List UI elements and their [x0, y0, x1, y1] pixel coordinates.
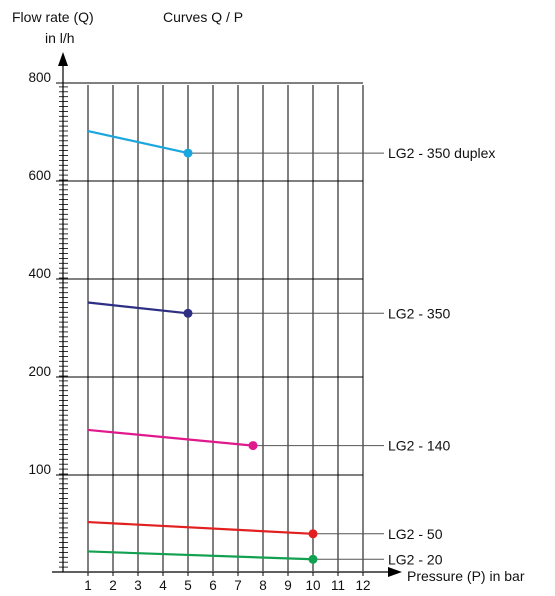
x-tick-label: 6 — [209, 578, 217, 593]
series-line — [87, 550, 314, 561]
x-tick-label: 12 — [355, 578, 370, 593]
x-tick-label: 7 — [234, 578, 242, 593]
x-tick-label: 9 — [284, 578, 292, 593]
series-label: LG2 - 20 — [388, 551, 443, 567]
y-tick-label: 600 — [28, 168, 51, 183]
y-tick-label: 800 — [28, 70, 51, 85]
series-line — [87, 428, 254, 447]
series-line — [87, 129, 189, 155]
labels: Flow rate (Q) in l/h Curves Q / P Pressu… — [12, 9, 525, 584]
series-label: LG2 - 350 — [388, 305, 450, 321]
grid — [56, 82, 364, 571]
y-tick-label: 100 — [28, 462, 51, 477]
x-tick-label: 10 — [305, 578, 320, 593]
series-end-point — [183, 148, 193, 158]
y-axis-arrow — [58, 52, 68, 66]
x-axis-label: Pressure (P) in bar — [407, 568, 525, 584]
x-tick-label: 11 — [331, 578, 345, 593]
y-tick-label: 400 — [28, 266, 51, 281]
x-tick-label: 3 — [134, 578, 142, 593]
x-tick-label: 8 — [259, 578, 267, 593]
series: LG2 - 350 duplex LG2 - 350 LG2 - 140 LG2 - … — [87, 129, 495, 567]
x-tick-label: 2 — [109, 578, 117, 593]
chart-title: Curves Q / P — [163, 9, 243, 25]
series-line — [87, 520, 314, 535]
x-tick-label: 1 — [84, 578, 92, 593]
x-tick-label: 5 — [184, 578, 192, 593]
series-end-point — [248, 441, 258, 451]
x-axis-arrow — [388, 567, 402, 577]
x-tick-label: 4 — [159, 578, 167, 593]
y-axis-label-line1: Flow rate (Q) — [12, 9, 94, 25]
series-label: LG2 - 350 duplex — [388, 145, 495, 161]
series-end-point — [308, 554, 318, 564]
series-end-point — [183, 308, 193, 318]
y-tick-label: 200 — [28, 364, 51, 379]
series-label: LG2 - 140 — [388, 438, 450, 454]
series-end-point — [308, 529, 318, 539]
series-label: LG2 - 50 — [388, 526, 443, 542]
y-axis-label-line2: in l/h — [45, 30, 75, 46]
series-line — [87, 301, 189, 315]
